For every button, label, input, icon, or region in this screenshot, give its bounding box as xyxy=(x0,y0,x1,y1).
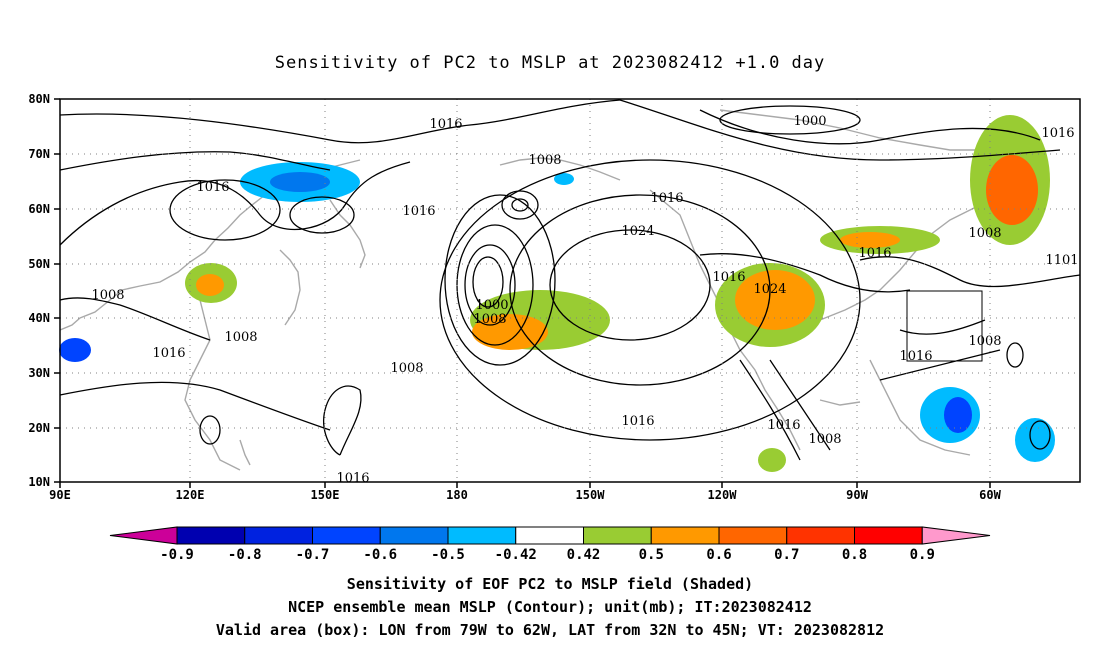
shade-positive-npac-core xyxy=(472,314,548,350)
contour-label: 1000 xyxy=(475,298,508,313)
colorbar-segment xyxy=(854,526,923,545)
shade-positive-mexico xyxy=(758,448,786,472)
lon-label: 180 xyxy=(446,488,468,502)
colorbar-segment xyxy=(176,526,246,545)
gridlines xyxy=(60,99,1080,482)
contour-label: 1016 xyxy=(196,180,229,195)
lon-label: 120E xyxy=(176,488,205,502)
contour-label: 1016 xyxy=(402,204,435,219)
contour-label: 1101 xyxy=(1045,253,1078,268)
colorbar-segment xyxy=(583,526,652,545)
shade-positive-westus-core xyxy=(735,270,815,330)
colorbar-label: 0.6 xyxy=(706,547,731,563)
colorbar-label: 0.9 xyxy=(910,547,935,563)
contour-label: 1024 xyxy=(621,224,654,239)
shade-negative-atlantic-core xyxy=(944,397,972,433)
lat-label: 80N xyxy=(28,92,50,106)
contour-label: 1016 xyxy=(712,270,745,285)
shade-negative-bering xyxy=(554,173,574,185)
lon-label: 90E xyxy=(49,488,71,502)
colorbar-segment xyxy=(786,526,855,545)
lat-label: 40N xyxy=(28,311,50,325)
contour-label: 1016 xyxy=(858,246,891,261)
lon-label: 150E xyxy=(311,488,340,502)
colorbar-segment xyxy=(447,526,517,545)
colorbar-label: 0.8 xyxy=(842,547,867,563)
shade-negative-atlantic-east xyxy=(1015,418,1055,462)
lat-label: 60N xyxy=(28,202,50,216)
shade-positive-china-core xyxy=(196,274,224,296)
contour-label: 1016 xyxy=(650,191,683,206)
colorbar-segment xyxy=(650,526,720,545)
lat-label: 20N xyxy=(28,421,50,435)
contour-label: 1016 xyxy=(767,418,800,433)
map-frame xyxy=(59,98,1081,483)
contour-label: 1008 xyxy=(91,288,124,303)
lon-label: 60W xyxy=(979,488,1001,502)
colorbar-label: 0.5 xyxy=(639,547,664,563)
contour-labels: 1016 1000 1016 1016 1016 1008 1016 1024 … xyxy=(91,114,1078,486)
figure-title: Sensitivity of PC2 to MSLP at 2023082412… xyxy=(275,53,826,73)
lat-label: 30N xyxy=(28,366,50,380)
colorbar-label: -0.8 xyxy=(228,547,262,563)
colorbar: -0.9 -0.8 -0.7 -0.6 -0.5 -0.42 0.42 0.5 0.6 0.7 0.… xyxy=(109,526,991,563)
contour-label: 1008 xyxy=(528,153,561,168)
colorbar-segment xyxy=(379,526,449,545)
colorbar-end-high xyxy=(921,526,991,545)
colorbar-label: -0.9 xyxy=(160,547,194,563)
contour-label: 1016 xyxy=(899,349,932,364)
contour-label: 1008 xyxy=(473,312,506,327)
contour-label: 1016 xyxy=(621,414,654,429)
colorbar-segment xyxy=(312,526,381,545)
lat-label: 50N xyxy=(28,257,50,271)
contour-label: 1008 xyxy=(224,330,257,345)
colorbar-label: 0.42 xyxy=(567,547,601,563)
caption-line-2: NCEP ensemble mean MSLP (Contour); unit(… xyxy=(288,598,812,616)
contour-label: 1008 xyxy=(968,334,1001,349)
sensitivity-shading xyxy=(59,115,1055,472)
mslp-contours xyxy=(59,99,1081,461)
lat-label: 10N xyxy=(28,475,50,489)
tick-marks xyxy=(54,98,991,488)
latitude-labels: 80N 70N 60N 50N 40N 30N 20N 10N xyxy=(28,92,50,489)
lon-label: 120W xyxy=(708,488,738,502)
caption-line-1: Sensitivity of EOF PC2 to MSLP field (Sh… xyxy=(347,575,753,593)
colorbar-segment xyxy=(244,526,313,545)
valid-area-box xyxy=(906,290,983,362)
shade-positive-greenland-core xyxy=(986,155,1038,225)
colorbar-segment xyxy=(515,526,584,545)
contour-label: 1008 xyxy=(808,432,841,447)
caption-line-3: Valid area (box): LON from 79W to 62W, L… xyxy=(216,621,884,639)
contour-label: 1008 xyxy=(968,226,1001,241)
shade-negative-siberia-core xyxy=(270,172,330,192)
map-panel: 1016 1000 1016 1016 1016 1008 1016 1024 … xyxy=(28,92,1081,502)
colorbar-label: -0.5 xyxy=(431,547,465,563)
lon-label: 90W xyxy=(846,488,868,502)
colorbar-end-low xyxy=(109,526,178,545)
contour-label: 1008 xyxy=(390,361,423,376)
contour-label: 1016 xyxy=(152,346,185,361)
contour-label: 1024 xyxy=(753,282,786,297)
colorbar-segment xyxy=(718,526,788,545)
colorbar-label: -0.7 xyxy=(296,547,330,563)
contour-label: 1016 xyxy=(1041,126,1074,141)
lat-label: 70N xyxy=(28,147,50,161)
contour-label: 1016 xyxy=(429,117,462,132)
contour-label: 1016 xyxy=(336,471,369,486)
colorbar-label: -0.6 xyxy=(363,547,397,563)
colorbar-label: 0.7 xyxy=(774,547,799,563)
shade-negative-india xyxy=(59,338,91,362)
colorbar-label: -0.42 xyxy=(495,547,537,563)
shade-positive-canada-core xyxy=(840,232,900,248)
lon-label: 150W xyxy=(576,488,606,502)
contour-label: 1000 xyxy=(793,114,826,129)
longitude-labels: 90E 120E 150E 180 150W 120W 90W 60W xyxy=(49,488,1001,502)
